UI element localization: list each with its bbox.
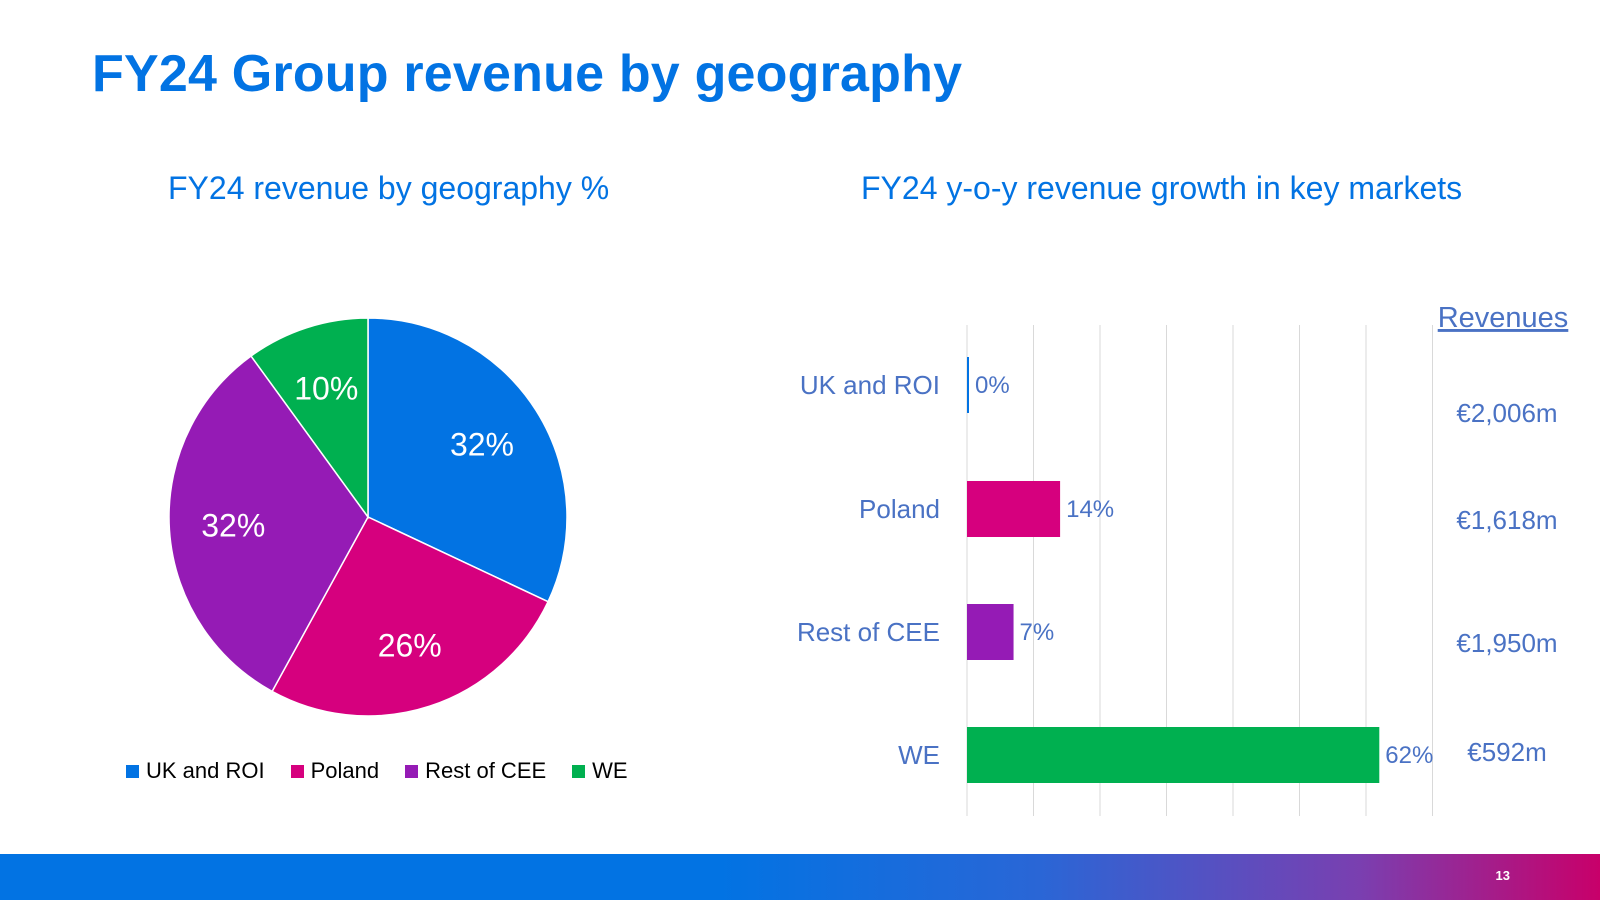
bar-poland (967, 481, 1061, 537)
bar-category-we: WE (898, 740, 940, 770)
pie-slice-rest-of-cee (168, 354, 369, 693)
pie-slice-we (249, 317, 369, 520)
revenue-poland: €1,618m (1456, 505, 1557, 535)
bar-category-rest-of-cee: Rest of CEE (797, 617, 940, 647)
pie-chart: 32% 26% 32% 10% (168, 317, 568, 717)
bar-value-we: 62% (1385, 742, 1433, 769)
legend-item-we: WE (572, 758, 628, 784)
revenue-uk-and-roi: €2,006m (1456, 398, 1557, 428)
pie-label-we: 10% (294, 371, 358, 407)
bar-chart: UK and ROI 0% Poland 14% Rest of CEE 7% WE 62% R… (797, 302, 1568, 816)
revenue-we: €592m (1467, 737, 1547, 767)
bar-chart-title: FY24 y-o-y revenue growth in key markets (861, 170, 1463, 206)
legend-item-poland: Poland (290, 758, 380, 784)
pie-chart-title: FY24 revenue by geography % (168, 170, 610, 206)
bar-rest-of-cee (967, 604, 1014, 660)
bar-category-uk-and-roi: UK and ROI (800, 370, 940, 400)
pie-label-rest-of-cee: 32% (201, 507, 265, 543)
pie-legend: UK and ROI Poland Rest of CEE WE (126, 758, 628, 784)
revenues-header: Revenues (1438, 302, 1569, 334)
legend-swatch (126, 764, 139, 778)
pie-label-uk-and-roi: 32% (450, 427, 514, 463)
footer-bar: 13 (0, 854, 1600, 900)
legend-label: Poland (310, 758, 380, 783)
bar-category-poland: Poland (859, 494, 940, 524)
legend-label: WE (592, 758, 628, 783)
bar-we (967, 727, 1380, 783)
legend-swatch (572, 764, 586, 778)
pie-slice-uk-and-roi (367, 317, 568, 603)
legend-label: UK and ROI (146, 758, 265, 783)
bar-value-poland: 14% (1066, 496, 1114, 523)
legend-swatch (290, 764, 304, 778)
legend-item-rest-of-cee: Rest of CEE (405, 758, 546, 784)
bar-value-rest-of-cee: 7% (1020, 619, 1055, 646)
revenue-rest-of-cee: €1,950m (1456, 628, 1557, 658)
slide-title: FY24 Group revenue by geography (92, 45, 963, 103)
bar-value-uk-and-roi: 0% (975, 372, 1010, 399)
legend-label: Rest of CEE (425, 758, 547, 783)
legend-item-uk-and-roi: UK and ROI (126, 758, 265, 784)
legend-swatch (405, 764, 419, 778)
page-number: 13 (1495, 868, 1510, 883)
pie-label-poland: 26% (378, 627, 442, 663)
bar-uk-and-roi (967, 357, 969, 413)
